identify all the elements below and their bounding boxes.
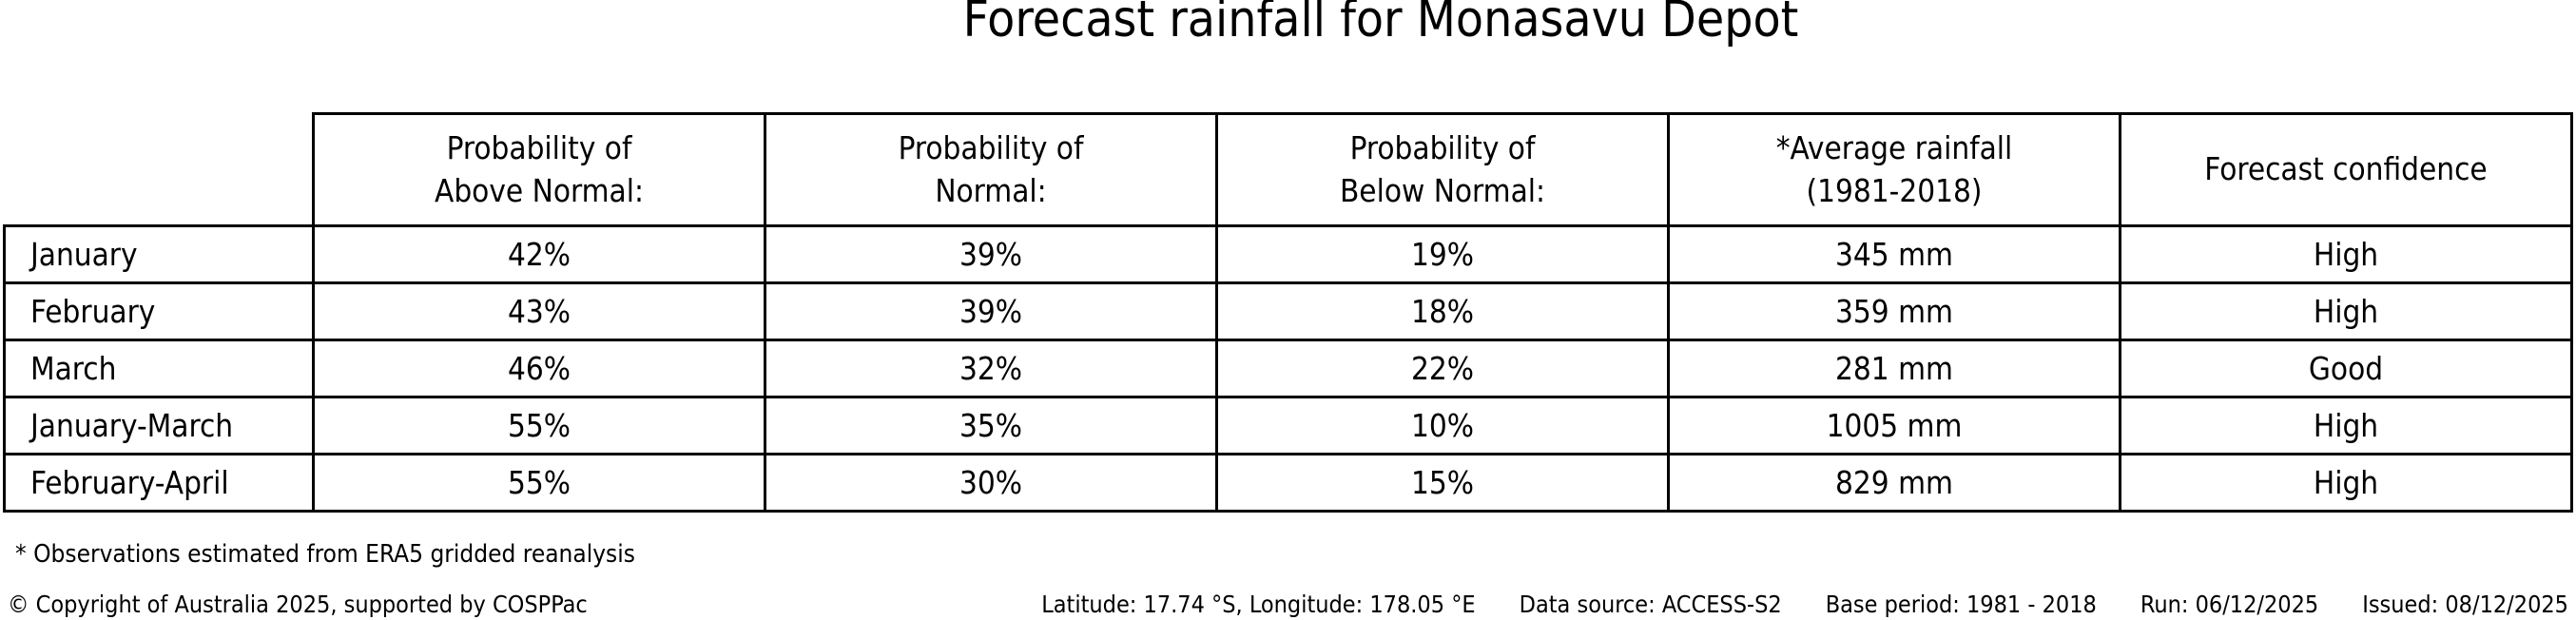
header-row: Probability of Above Normal: Probability…: [5, 112, 2573, 227]
forecast-table: Probability of Above Normal: Probability…: [3, 112, 2573, 513]
table-row-february-april: February-April 55% 30% 15% 829 mm High: [3, 453, 2573, 513]
cell-average-rainfall: 359 mm: [1667, 281, 2121, 341]
table-row-january-march: January-March 55% 35% 10% 1005 mm High: [3, 396, 2573, 455]
col-header-below-normal: Probability of Below Normal:: [1215, 112, 1670, 227]
cell-forecast-confidence: High: [2119, 281, 2573, 341]
cell-normal: 39%: [764, 281, 1218, 341]
row-label: January: [3, 224, 315, 284]
row-label: January-March: [3, 396, 315, 455]
copyright-text: © Copyright of Australia 2025, supported…: [8, 591, 588, 618]
col-header-above-normal: Probability of Above Normal:: [312, 112, 766, 227]
table-body: January 42% 39% 19% 345 mm High February…: [3, 224, 2573, 513]
cell-above-normal: 46%: [312, 339, 766, 398]
row-label: March: [3, 339, 315, 398]
cell-below-normal: 15%: [1215, 453, 1670, 513]
table-row-february: February 43% 39% 18% 359 mm High: [3, 281, 2573, 341]
row-label: February: [3, 281, 315, 341]
cell-normal: 32%: [764, 339, 1218, 398]
cell-below-normal: 18%: [1215, 281, 1670, 341]
base-period-text: Base period: 1981 - 2018: [1825, 591, 2097, 618]
col-header-normal: Probability of Normal:: [764, 112, 1218, 227]
cell-above-normal: 42%: [312, 224, 766, 284]
data-source-text: Data source: ACCESS-S2: [1519, 591, 1782, 618]
cell-above-normal: 43%: [312, 281, 766, 341]
footer-bar: © Copyright of Australia 2025, supported…: [0, 591, 2576, 618]
cell-average-rainfall: 345 mm: [1667, 224, 2121, 284]
cell-average-rainfall: 281 mm: [1667, 339, 2121, 398]
cell-normal: 30%: [764, 453, 1218, 513]
cell-forecast-confidence: Good: [2119, 339, 2573, 398]
cell-average-rainfall: 829 mm: [1667, 453, 2121, 513]
cell-forecast-confidence: High: [2119, 396, 2573, 455]
location-text: Latitude: 17.74 °S, Longitude: 178.05 °E: [1041, 591, 1476, 618]
cell-above-normal: 55%: [312, 396, 766, 455]
corner-empty-cell: [5, 114, 314, 226]
cell-below-normal: 19%: [1215, 224, 1670, 284]
run-date-text: Run: 06/12/2025: [2140, 591, 2319, 618]
cell-forecast-confidence: High: [2119, 453, 2573, 513]
observations-footnote: * Observations estimated from ERA5 gridd…: [15, 540, 635, 569]
col-header-average-rainfall: *Average rainfall (1981-2018): [1667, 112, 2121, 227]
row-label: February-April: [3, 453, 315, 513]
cell-above-normal: 55%: [312, 453, 766, 513]
cell-normal: 39%: [764, 224, 1218, 284]
table-row-january: January 42% 39% 19% 345 mm High: [3, 224, 2573, 284]
cell-below-normal: 22%: [1215, 339, 1670, 398]
table-header: Probability of Above Normal: Probability…: [5, 112, 2573, 227]
cell-normal: 35%: [764, 396, 1218, 455]
cell-average-rainfall: 1005 mm: [1667, 396, 2121, 455]
cell-below-normal: 10%: [1215, 396, 1670, 455]
col-header-forecast-confidence: Forecast confidence: [2119, 112, 2573, 227]
cell-forecast-confidence: High: [2119, 224, 2573, 284]
issued-date-text: Issued: 08/12/2025: [2362, 591, 2568, 618]
figure-title: Forecast rainfall for Monasavu Depot: [962, 0, 1799, 48]
table-row-march: March 46% 32% 22% 281 mm Good: [3, 339, 2573, 398]
